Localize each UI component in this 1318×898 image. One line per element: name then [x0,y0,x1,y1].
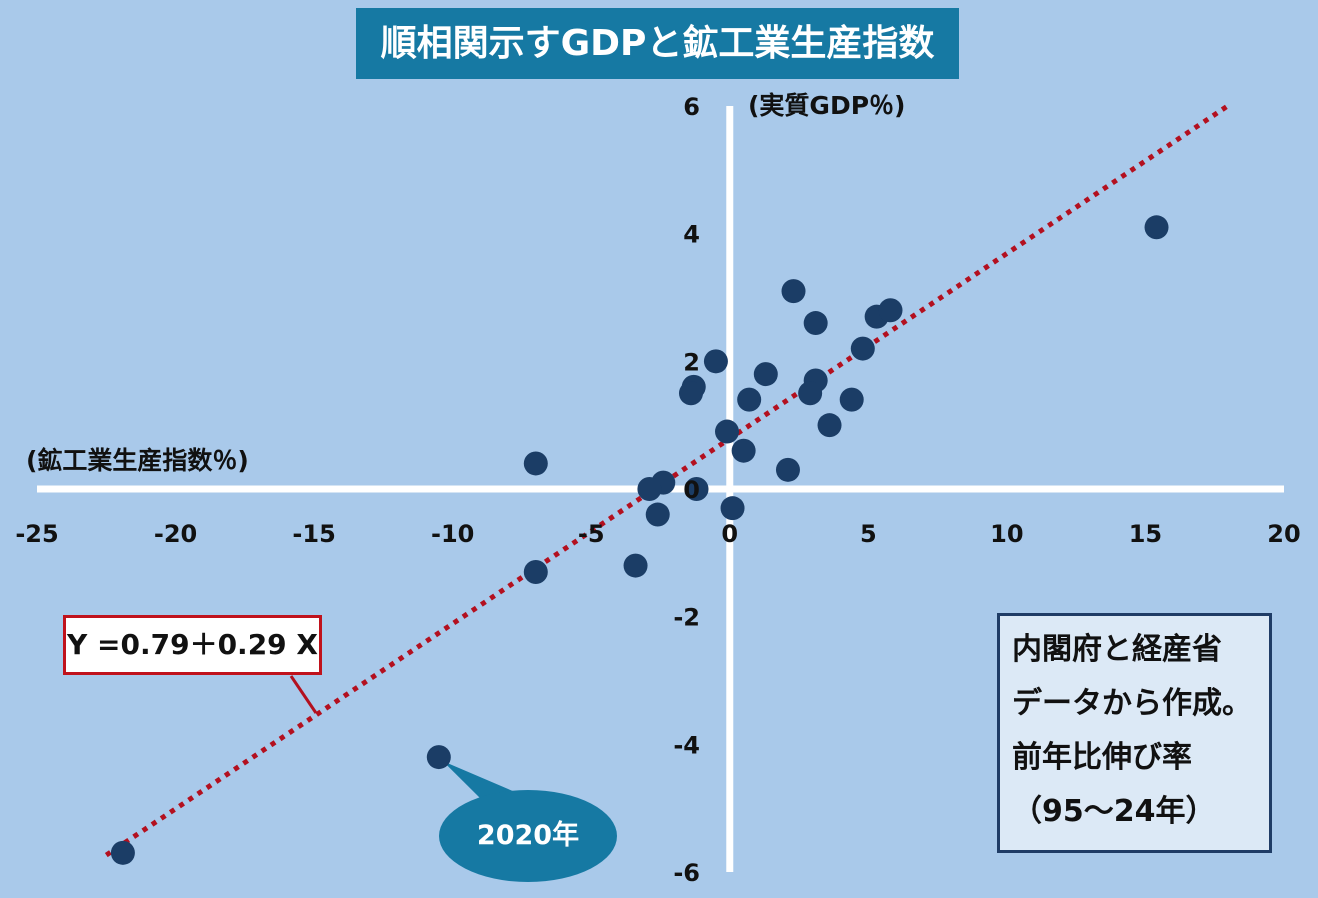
y-tick-label: -2 [673,604,700,632]
data-point [737,387,762,412]
note-line: データから作成。 [1012,686,1252,721]
equation-connector [289,675,318,714]
x-axis-label: (鉱工業生産指数％) [26,446,249,475]
x-tick-label: 5 [860,520,877,548]
data-point [703,349,728,374]
callout-pointer [442,761,515,800]
data-point [1144,215,1169,240]
y-tick-label: -6 [673,859,700,887]
data-point [684,477,709,501]
regression-equation: Y =0.79＋0.29 X [63,615,322,675]
data-point [678,381,703,406]
data-point [850,336,875,361]
x-tick-label: 20 [1267,520,1300,548]
data-point [110,840,135,865]
data-point [523,451,548,476]
data-point [775,457,800,482]
data-point [623,553,648,578]
y-tick-label: 6 [683,93,700,121]
y-tick-label: -4 [673,731,700,759]
y-tick-label: 2 [683,348,700,376]
data-point [803,311,828,336]
x-tick-label: 0 [721,520,738,548]
x-tick-label: 15 [1129,520,1162,548]
data-point [753,362,778,387]
source-note: 内閣府と経産省 データから作成。 前年比伸び率 （95〜24年） [997,613,1272,853]
y-tick-label: 4 [683,221,700,249]
x-tick-label: -25 [15,520,58,548]
callout-bubble [439,790,617,882]
data-point [798,381,823,406]
chart-title: 順相関示すGDPと鉱工業生産指数 [356,8,959,79]
y-tick-label: 0 [683,476,700,504]
data-point [637,477,662,501]
note-line: 前年比伸び率 [1012,740,1192,775]
callout-shape [439,761,617,882]
data-point [781,279,806,304]
data-point [731,438,756,463]
data-point [426,745,451,770]
data-points [110,215,1169,865]
data-point [720,496,745,521]
x-tick-label: -20 [154,520,197,548]
x-tick-label: 10 [990,520,1023,548]
x-tick-label: -15 [292,520,335,548]
data-point [715,419,740,444]
data-point [839,387,864,412]
x-tick-label: -10 [431,520,474,548]
data-point [817,413,842,438]
data-point [645,502,670,527]
callout-label: 2020年 [476,820,580,851]
x-tick-label: -5 [578,520,605,548]
data-point [878,298,903,323]
note-line: 内閣府と経産省 [1012,632,1222,667]
note-line: （95〜24年） [1012,794,1216,829]
data-point [523,559,548,584]
y-axis-label: (実質GDP％) [748,91,906,120]
